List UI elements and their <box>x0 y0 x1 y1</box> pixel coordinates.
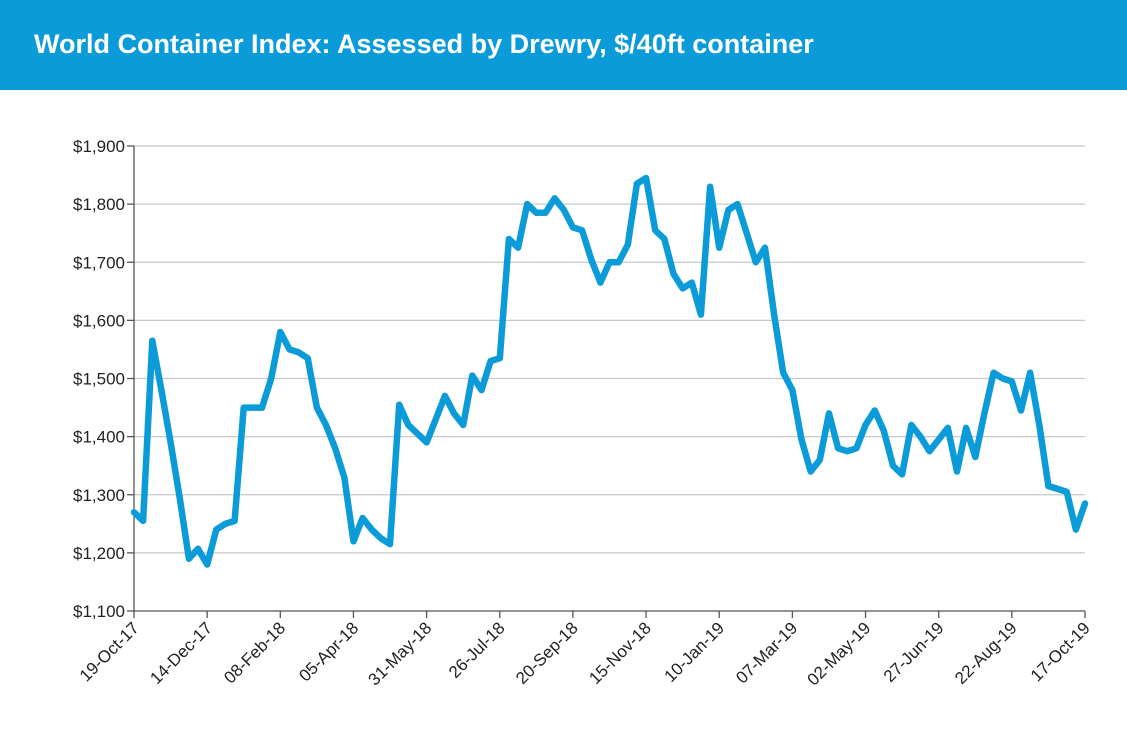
x-tick-label: 20-Sep-18 <box>512 618 582 688</box>
chart-title: World Container Index: Assessed by Drewr… <box>34 29 814 59</box>
x-tick-label: 05-Apr-18 <box>295 618 362 685</box>
x-tick-label: 27-Jun-19 <box>880 618 948 686</box>
series-line <box>130 174 1089 568</box>
x-tick-label: 10-Jan-19 <box>660 618 728 686</box>
gridlines <box>134 145 1085 554</box>
y-tick-label: $1,200 <box>73 544 125 563</box>
chart-header: World Container Index: Assessed by Drewr… <box>0 0 1127 90</box>
y-tick-label: $1,800 <box>73 195 125 214</box>
y-tick-label: $1,400 <box>73 428 125 447</box>
x-tick-label: 31-May-18 <box>365 618 436 689</box>
x-tick-label: 26-Jul-18 <box>445 618 509 682</box>
x-tick-label: 08-Feb-18 <box>220 618 289 687</box>
y-tick-label: $1,700 <box>73 253 125 272</box>
y-axis-ticks: $1,100 $1,200 $1,300 $1,400 $1,500 $1,600 $1,7… <box>73 137 134 621</box>
y-tick-label: $1,300 <box>73 486 125 505</box>
y-tick-label: $1,900 <box>73 137 125 156</box>
y-tick-label: $1,100 <box>73 602 125 621</box>
y-tick-label: $1,500 <box>73 370 125 389</box>
x-tick-label: 15-Nov-18 <box>585 618 655 688</box>
x-axis-ticks: 19-Oct-17 14-Dec-17 08-Feb-18 05-Apr-18 31-M… <box>76 611 1094 689</box>
x-tick-label: 19-Oct-17 <box>76 618 143 685</box>
x-tick-label: 14-Dec-17 <box>146 618 216 688</box>
x-tick-label: 22-Aug-19 <box>951 618 1021 688</box>
x-tick-label: 02-May-19 <box>803 618 874 689</box>
x-tick-label: 17-Oct-19 <box>1027 618 1094 685</box>
series-layer <box>130 174 1089 568</box>
x-tick-label: 07-Mar-19 <box>732 618 801 687</box>
y-tick-label: $1,600 <box>73 311 125 330</box>
